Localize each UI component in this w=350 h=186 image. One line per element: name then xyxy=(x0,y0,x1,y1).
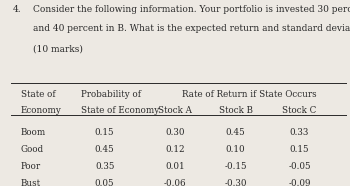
Text: Poor: Poor xyxy=(21,162,41,171)
Text: 0.30: 0.30 xyxy=(166,128,185,137)
Text: Stock B: Stock B xyxy=(219,106,253,115)
Text: 0.15: 0.15 xyxy=(95,128,114,137)
Text: 4.: 4. xyxy=(12,5,21,14)
Text: 0.45: 0.45 xyxy=(95,145,114,154)
Text: Rate of Return if State Occurs: Rate of Return if State Occurs xyxy=(182,90,316,99)
Text: Probability of: Probability of xyxy=(81,90,141,99)
Text: 0.05: 0.05 xyxy=(95,179,114,186)
Text: 0.45: 0.45 xyxy=(226,128,245,137)
Text: 0.10: 0.10 xyxy=(226,145,245,154)
Text: -0.05: -0.05 xyxy=(288,162,311,171)
Text: 0.35: 0.35 xyxy=(95,162,114,171)
Text: Boom: Boom xyxy=(21,128,46,137)
Text: 0.33: 0.33 xyxy=(290,128,309,137)
Text: -0.06: -0.06 xyxy=(164,179,187,186)
Text: Stock C: Stock C xyxy=(282,106,317,115)
Text: Consider the following information. Your portfolio is invested 30 percent each i: Consider the following information. Your… xyxy=(33,5,350,14)
Text: -0.30: -0.30 xyxy=(224,179,247,186)
Text: 0.01: 0.01 xyxy=(165,162,185,171)
Text: and 40 percent in B. What is the expected return and standard deviation of this : and 40 percent in B. What is the expecte… xyxy=(33,24,350,33)
Text: Bust: Bust xyxy=(21,179,41,186)
Text: -0.09: -0.09 xyxy=(288,179,311,186)
Text: Economy: Economy xyxy=(21,106,62,115)
Text: State of Economy: State of Economy xyxy=(81,106,159,115)
Text: 0.12: 0.12 xyxy=(165,145,185,154)
Text: Good: Good xyxy=(21,145,44,154)
Text: -0.15: -0.15 xyxy=(224,162,247,171)
Text: Stock A: Stock A xyxy=(158,106,192,115)
Text: (10 marks): (10 marks) xyxy=(33,44,83,53)
Text: 0.15: 0.15 xyxy=(290,145,309,154)
Text: State of: State of xyxy=(21,90,55,99)
